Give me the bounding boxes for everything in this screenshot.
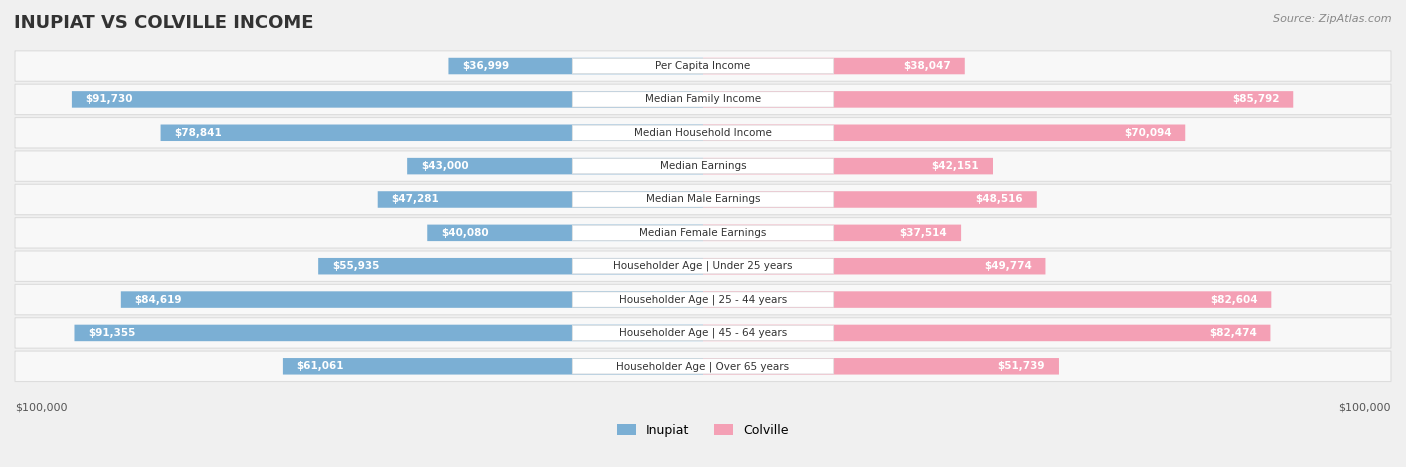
FancyBboxPatch shape [572,92,834,107]
Text: $100,000: $100,000 [15,402,67,412]
FancyBboxPatch shape [15,184,1391,215]
Text: Source: ZipAtlas.com: Source: ZipAtlas.com [1274,14,1392,24]
FancyBboxPatch shape [703,358,1059,375]
Text: Median Earnings: Median Earnings [659,161,747,171]
FancyBboxPatch shape [15,351,1391,382]
Text: $91,355: $91,355 [89,328,135,338]
FancyBboxPatch shape [15,118,1391,148]
Legend: Inupiat, Colville: Inupiat, Colville [612,419,794,442]
FancyBboxPatch shape [703,325,1271,341]
Text: Median Female Earnings: Median Female Earnings [640,228,766,238]
FancyBboxPatch shape [703,158,993,174]
FancyBboxPatch shape [703,258,1046,275]
FancyBboxPatch shape [378,191,703,208]
Text: Householder Age | 45 - 64 years: Householder Age | 45 - 64 years [619,328,787,338]
Text: Householder Age | Under 25 years: Householder Age | Under 25 years [613,261,793,271]
Text: Per Capita Income: Per Capita Income [655,61,751,71]
Text: $42,151: $42,151 [932,161,979,171]
FancyBboxPatch shape [572,225,834,241]
FancyBboxPatch shape [703,91,1294,108]
FancyBboxPatch shape [160,125,703,141]
FancyBboxPatch shape [572,192,834,207]
FancyBboxPatch shape [427,225,703,241]
FancyBboxPatch shape [318,258,703,275]
Text: $85,792: $85,792 [1232,94,1279,105]
Text: $78,841: $78,841 [174,128,222,138]
Text: Median Household Income: Median Household Income [634,128,772,138]
FancyBboxPatch shape [15,251,1391,282]
Text: Householder Age | Over 65 years: Householder Age | Over 65 years [616,361,790,372]
FancyBboxPatch shape [15,218,1391,248]
Text: Median Family Income: Median Family Income [645,94,761,105]
FancyBboxPatch shape [572,292,834,307]
Text: $70,094: $70,094 [1123,128,1171,138]
FancyBboxPatch shape [703,291,1271,308]
Text: $48,516: $48,516 [976,194,1024,205]
FancyBboxPatch shape [15,84,1391,114]
Text: $91,730: $91,730 [86,94,134,105]
Text: Median Male Earnings: Median Male Earnings [645,194,761,205]
FancyBboxPatch shape [572,259,834,274]
FancyBboxPatch shape [703,58,965,74]
FancyBboxPatch shape [572,158,834,174]
FancyBboxPatch shape [408,158,703,174]
Text: $38,047: $38,047 [903,61,950,71]
Text: $84,619: $84,619 [135,295,183,304]
Text: $47,281: $47,281 [391,194,439,205]
FancyBboxPatch shape [75,325,703,341]
FancyBboxPatch shape [121,291,703,308]
FancyBboxPatch shape [703,191,1036,208]
FancyBboxPatch shape [72,91,703,108]
FancyBboxPatch shape [15,318,1391,348]
Text: $43,000: $43,000 [420,161,468,171]
FancyBboxPatch shape [15,151,1391,181]
Text: $49,774: $49,774 [984,261,1032,271]
Text: $51,739: $51,739 [998,361,1045,371]
Text: $40,080: $40,080 [441,228,489,238]
FancyBboxPatch shape [703,225,962,241]
FancyBboxPatch shape [572,325,834,340]
FancyBboxPatch shape [15,284,1391,315]
Text: $100,000: $100,000 [1339,402,1391,412]
Text: $55,935: $55,935 [332,261,380,271]
Text: $37,514: $37,514 [900,228,948,238]
FancyBboxPatch shape [283,358,703,375]
Text: $82,604: $82,604 [1211,295,1257,304]
FancyBboxPatch shape [449,58,703,74]
Text: INUPIAT VS COLVILLE INCOME: INUPIAT VS COLVILLE INCOME [14,14,314,32]
Text: $61,061: $61,061 [297,361,344,371]
Text: Householder Age | 25 - 44 years: Householder Age | 25 - 44 years [619,294,787,305]
FancyBboxPatch shape [572,125,834,141]
FancyBboxPatch shape [703,125,1185,141]
FancyBboxPatch shape [572,359,834,374]
Text: $36,999: $36,999 [463,61,509,71]
Text: $82,474: $82,474 [1209,328,1257,338]
FancyBboxPatch shape [15,51,1391,81]
FancyBboxPatch shape [572,58,834,74]
